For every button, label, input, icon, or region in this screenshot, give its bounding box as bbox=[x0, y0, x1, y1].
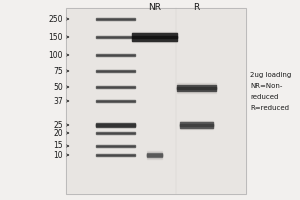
Bar bbox=[96, 54, 135, 56]
Bar bbox=[96, 124, 135, 126]
Text: 25: 25 bbox=[53, 120, 63, 130]
Bar bbox=[96, 70, 135, 72]
Text: NR=Non-: NR=Non- bbox=[250, 83, 283, 89]
Bar bbox=[66, 8, 246, 194]
Text: R: R bbox=[194, 2, 200, 11]
Text: 15: 15 bbox=[53, 142, 63, 150]
Text: 37: 37 bbox=[53, 97, 63, 106]
Bar bbox=[132, 33, 177, 41]
Bar bbox=[180, 122, 213, 128]
Bar bbox=[177, 87, 216, 89]
Bar bbox=[66, 8, 246, 194]
Text: 150: 150 bbox=[49, 32, 63, 42]
Bar bbox=[96, 36, 135, 38]
Bar bbox=[96, 86, 135, 88]
Bar bbox=[132, 36, 177, 38]
Bar bbox=[177, 83, 216, 93]
Text: 10: 10 bbox=[53, 150, 63, 160]
Text: NR: NR bbox=[148, 2, 161, 11]
Bar bbox=[147, 151, 162, 159]
Text: 250: 250 bbox=[49, 15, 63, 23]
Bar bbox=[96, 132, 135, 134]
Bar bbox=[132, 32, 177, 42]
Bar bbox=[177, 85, 216, 91]
Text: 20: 20 bbox=[53, 129, 63, 138]
Bar bbox=[96, 100, 135, 102]
Bar bbox=[96, 145, 135, 147]
Text: 75: 75 bbox=[53, 66, 63, 75]
Bar bbox=[180, 124, 213, 126]
Bar bbox=[96, 123, 135, 127]
Text: 50: 50 bbox=[53, 82, 63, 92]
Text: 2ug loading: 2ug loading bbox=[250, 72, 292, 78]
Text: R=reduced: R=reduced bbox=[250, 105, 290, 111]
Text: reduced: reduced bbox=[250, 94, 279, 100]
Bar bbox=[96, 18, 135, 20]
Bar bbox=[147, 153, 162, 157]
Bar bbox=[96, 154, 135, 156]
Bar bbox=[147, 154, 162, 156]
Text: 100: 100 bbox=[49, 50, 63, 60]
Bar bbox=[180, 121, 213, 129]
